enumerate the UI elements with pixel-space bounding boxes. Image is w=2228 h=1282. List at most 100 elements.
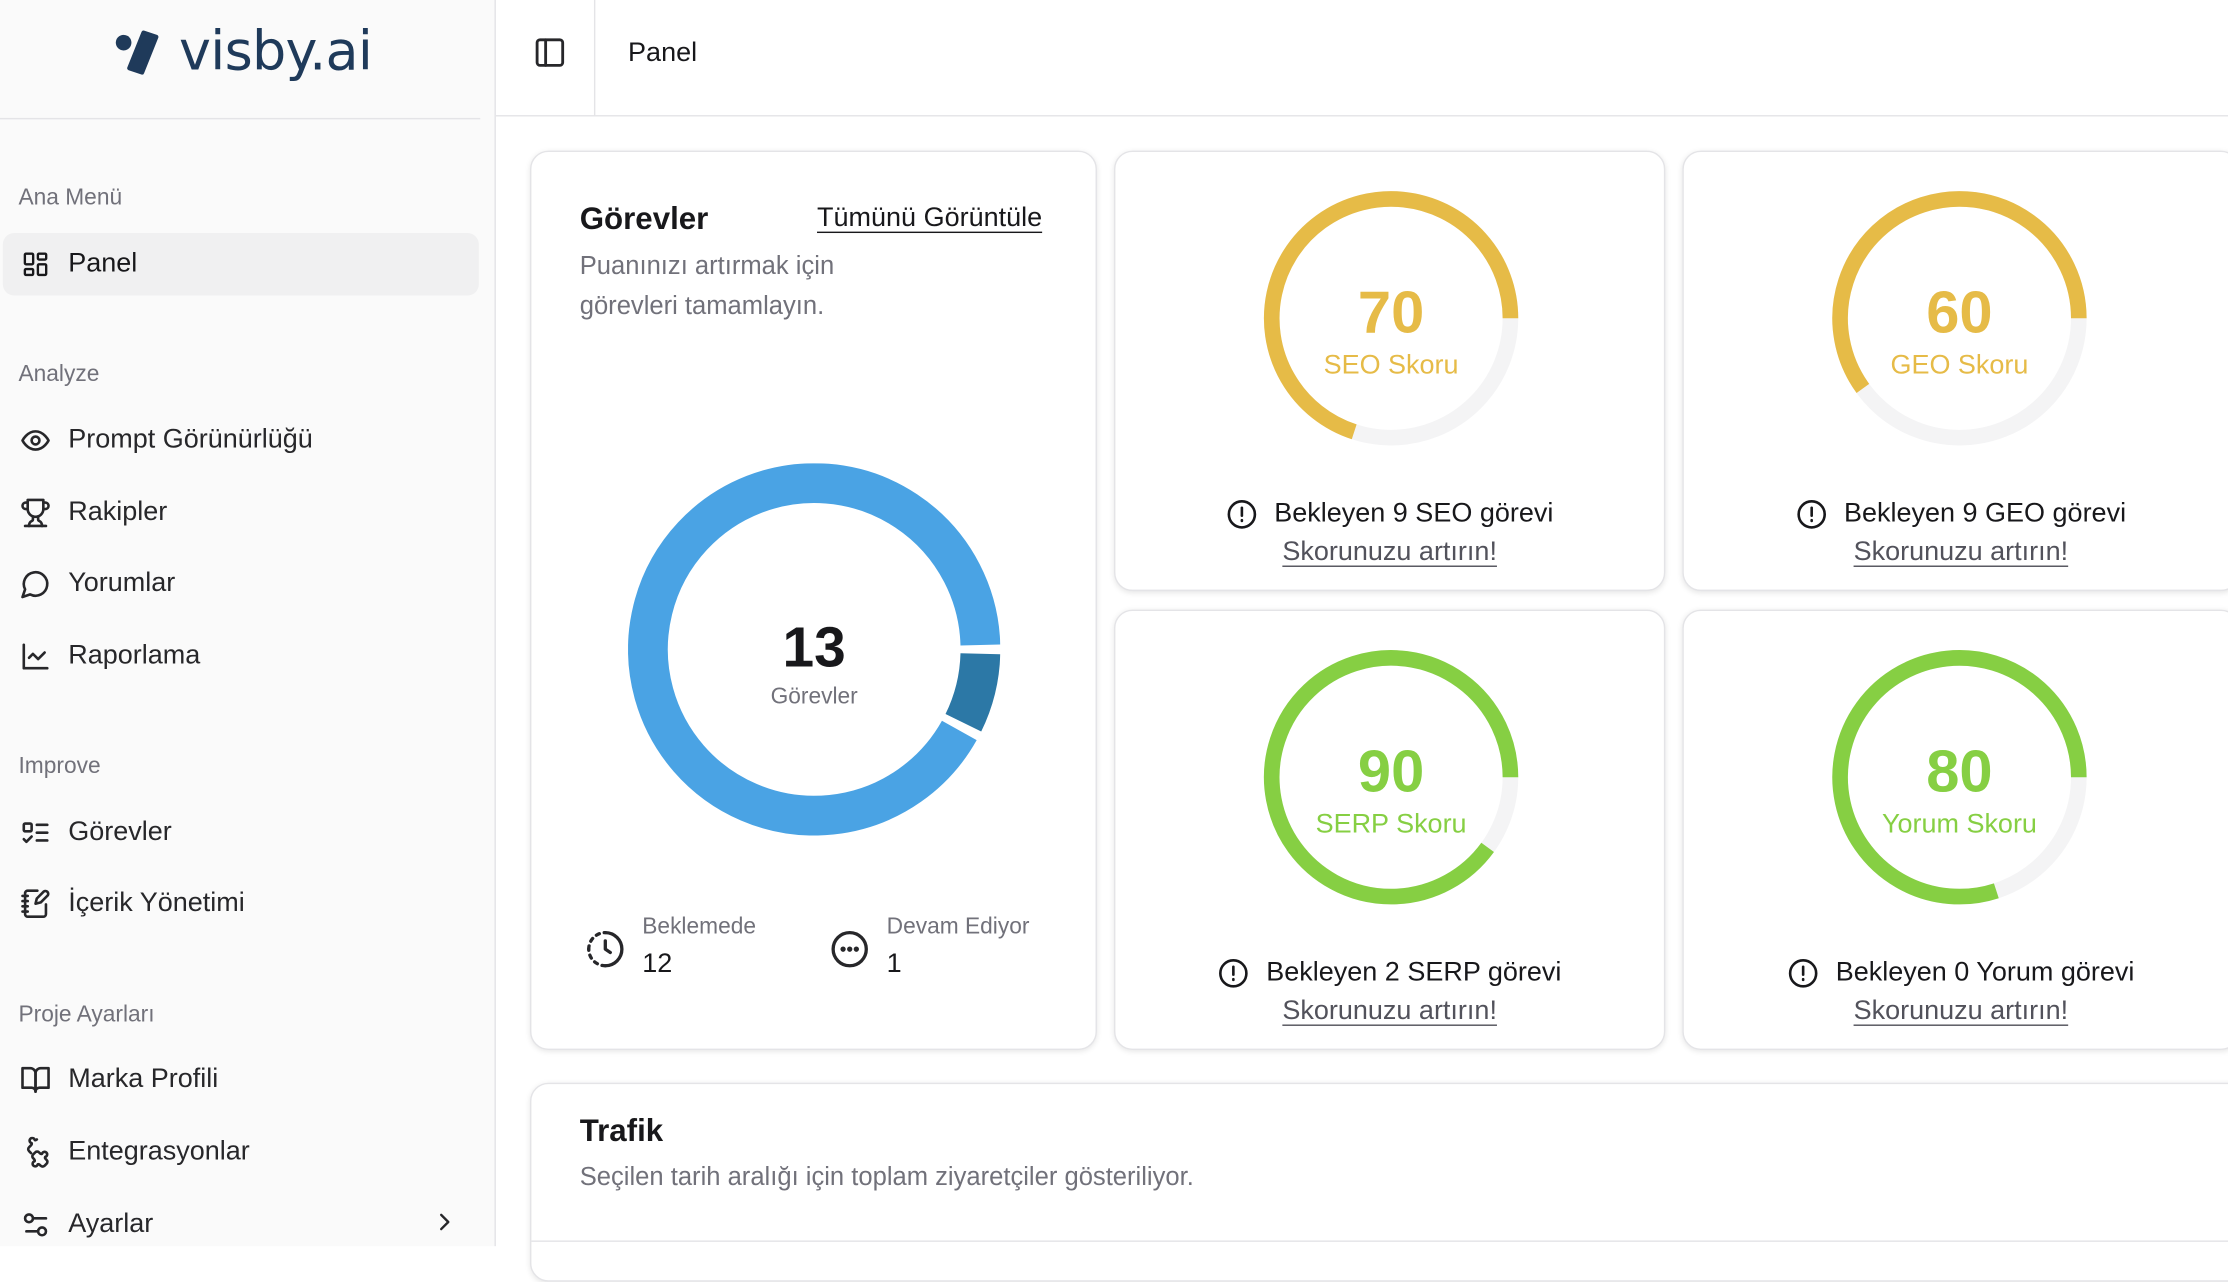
list-todo-icon <box>18 816 52 850</box>
sidebar-item-label: Yorumlar <box>68 568 176 599</box>
geo-score-ring: 60 GEO Skoru <box>1832 191 2087 446</box>
score-arc <box>1263 191 1519 440</box>
sidebar-item-label: Ayarlar <box>68 1209 154 1240</box>
legend-pending: Beklemede 12 <box>585 915 756 980</box>
pending-value: 12 <box>642 949 673 980</box>
sidebar-item-prompt-visibility[interactable]: Prompt Görünürlüğü <box>3 409 479 472</box>
seo-score-ring: 70 SEO Skoru <box>1263 191 1519 446</box>
review-score-card: 80 Yorum Skoru Bekleyen 0 Yorum görevi S… <box>1682 609 2228 1051</box>
improve-score-link[interactable]: Skorunuzu artırın! <box>1282 996 1497 1026</box>
pending-tasks-text: Bekleyen 9 GEO görevi <box>1843 498 2127 529</box>
sidebar-divider <box>0 117 481 120</box>
score-label: SEO Skoru <box>1324 350 1459 380</box>
dashboard-icon <box>18 247 52 281</box>
sidebar-item-label: Marka Profili <box>68 1064 219 1095</box>
seo-score-card: 70 SEO Skoru Bekleyen 9 SEO görevi Skoru… <box>1114 150 1666 592</box>
brand-logo[interactable]: visby.ai <box>114 19 373 83</box>
sidebar-item-brand-profile[interactable]: Marka Profili <box>3 1049 479 1112</box>
sidebar-item-panel[interactable]: Panel <box>2 233 479 296</box>
score-label: SERP Skoru <box>1316 809 1467 839</box>
score-arc <box>1832 650 2087 905</box>
pending-tasks-note: Bekleyen 9 SEO görevi <box>1115 499 1663 530</box>
line-chart-icon <box>18 639 52 673</box>
eye-icon <box>18 423 52 457</box>
sidebar-item-label: Prompt Görünürlüğü <box>68 424 313 455</box>
score-label: Yorum Skoru <box>1882 809 2037 839</box>
group-label-analyze: Analyze <box>18 362 100 387</box>
score-value: 80 <box>1926 737 1992 804</box>
clock-icon <box>585 929 625 980</box>
pending-tasks-note: Bekleyen 9 GEO görevi <box>1684 499 2228 530</box>
sidebar-item-tasks[interactable]: Görevler <box>3 801 479 864</box>
improve-score-link[interactable]: Skorunuzu artırın! <box>1282 537 1497 567</box>
pending-tasks-note: Bekleyen 2 SERP görevi <box>1115 958 1663 989</box>
settings-sliders-icon <box>18 1208 52 1242</box>
tasks-title: Görevler <box>579 200 709 236</box>
visby-logo-icon <box>115 30 159 75</box>
serp-score-ring: 90 SERP Skoru <box>1263 650 1519 905</box>
tasks-description: Puanınızı artırmak için görevleri tamaml… <box>579 251 835 320</box>
message-circle-icon <box>18 567 52 601</box>
tasks-total-label: Görevler <box>771 682 859 708</box>
score-value: 90 <box>1358 737 1424 804</box>
sidebar-item-settings[interactable]: Ayarlar <box>3 1194 479 1257</box>
sidebar-item-label: Entegrasyonlar <box>68 1136 250 1167</box>
sidebar-item-reviews[interactable]: Yorumlar <box>3 553 479 616</box>
sidebar-item-label: Raporlama <box>68 640 201 671</box>
improve-score-link[interactable]: Skorunuzu artırın! <box>1853 996 2069 1026</box>
sidebar-item-label: İçerik Yönetimi <box>68 888 245 918</box>
puzzle-icon <box>18 1135 52 1169</box>
sidebar-item-content-management[interactable]: İçerik Yönetimi <box>3 872 479 935</box>
traffic-card: Trafik Seçilen tarih aralığı için toplam… <box>530 1082 2228 1282</box>
sidebar: visby.ai Ana Menü Panel Analyze Prompt G… <box>0 0 496 1247</box>
alert-circle-icon <box>1219 959 1248 988</box>
sidebar-item-label: Rakipler <box>68 497 168 528</box>
sidebar-item-reporting[interactable]: Raporlama <box>3 625 479 688</box>
pending-tasks-text: Bekleyen 9 SEO görevi <box>1274 498 1554 529</box>
donut-segment-in-progress <box>945 652 1001 732</box>
book-open-icon <box>18 1063 52 1097</box>
group-label-main: Ana Menü <box>18 186 123 211</box>
notebook-pen-icon <box>18 887 52 921</box>
traffic-description: Seçilen tarih aralığı için toplam ziyare… <box>579 1162 1194 1191</box>
tasks-donut-chart: 13 Görevler <box>628 463 1001 836</box>
group-label-project-settings: Proje Ayarları <box>18 1003 155 1028</box>
chevron-right-icon <box>431 1208 459 1245</box>
panel-left-icon[interactable] <box>533 36 567 70</box>
score-arc <box>1832 191 2087 394</box>
geo-score-card: 60 GEO Skoru Bekleyen 9 GEO görevi Skoru… <box>1682 150 2228 592</box>
alert-circle-icon <box>1227 500 1256 529</box>
score-label: GEO Skoru <box>1890 350 2028 380</box>
traffic-title: Trafik <box>579 1112 664 1149</box>
sidebar-item-competitors[interactable]: Rakipler <box>3 482 479 545</box>
breadcrumb: Panel <box>628 38 698 69</box>
serp-score-card: 90 SERP Skoru Bekleyen 2 SERP görevi Sko… <box>1114 609 1666 1051</box>
in-progress-label: Devam Ediyor <box>886 915 1030 940</box>
pending-tasks-text: Bekleyen 0 Yorum görevi <box>1835 957 2135 988</box>
sidebar-item-label: Görevler <box>68 817 172 847</box>
sidebar-item-label: Panel <box>68 248 138 279</box>
pending-tasks-note: Bekleyen 0 Yorum görevi <box>1684 958 2228 989</box>
pending-tasks-text: Bekleyen 2 SERP görevi <box>1266 957 1562 988</box>
alert-circle-icon <box>1788 959 1818 988</box>
review-score-ring: 80 Yorum Skoru <box>1832 650 2087 905</box>
score-value: 60 <box>1926 278 1992 345</box>
brand-name: visby.ai <box>179 19 373 83</box>
ellipsis-circle-icon <box>830 929 870 980</box>
pending-label: Beklemede <box>642 915 756 940</box>
sidebar-item-integrations[interactable]: Entegrasyonlar <box>3 1121 479 1184</box>
improve-score-link[interactable]: Skorunuzu artırın! <box>1853 537 2069 567</box>
group-label-improve: Improve <box>18 754 101 779</box>
traffic-divider <box>531 1240 2228 1242</box>
view-all-link[interactable]: Tümünü Görüntüle <box>817 203 1043 234</box>
trophy-icon <box>18 496 52 530</box>
score-arc <box>1263 650 1519 905</box>
score-value: 70 <box>1358 278 1424 345</box>
topbar-divider <box>593 0 596 117</box>
legend-in-progress: Devam Ediyor 1 <box>830 915 1030 980</box>
in-progress-value: 1 <box>886 949 902 980</box>
alert-circle-icon <box>1796 500 1826 529</box>
tasks-card: Görevler Tümünü Görüntüle Puanınızı artı… <box>530 150 1097 1051</box>
topbar: Panel <box>495 0 2228 117</box>
tasks-total: 13 <box>783 616 846 679</box>
